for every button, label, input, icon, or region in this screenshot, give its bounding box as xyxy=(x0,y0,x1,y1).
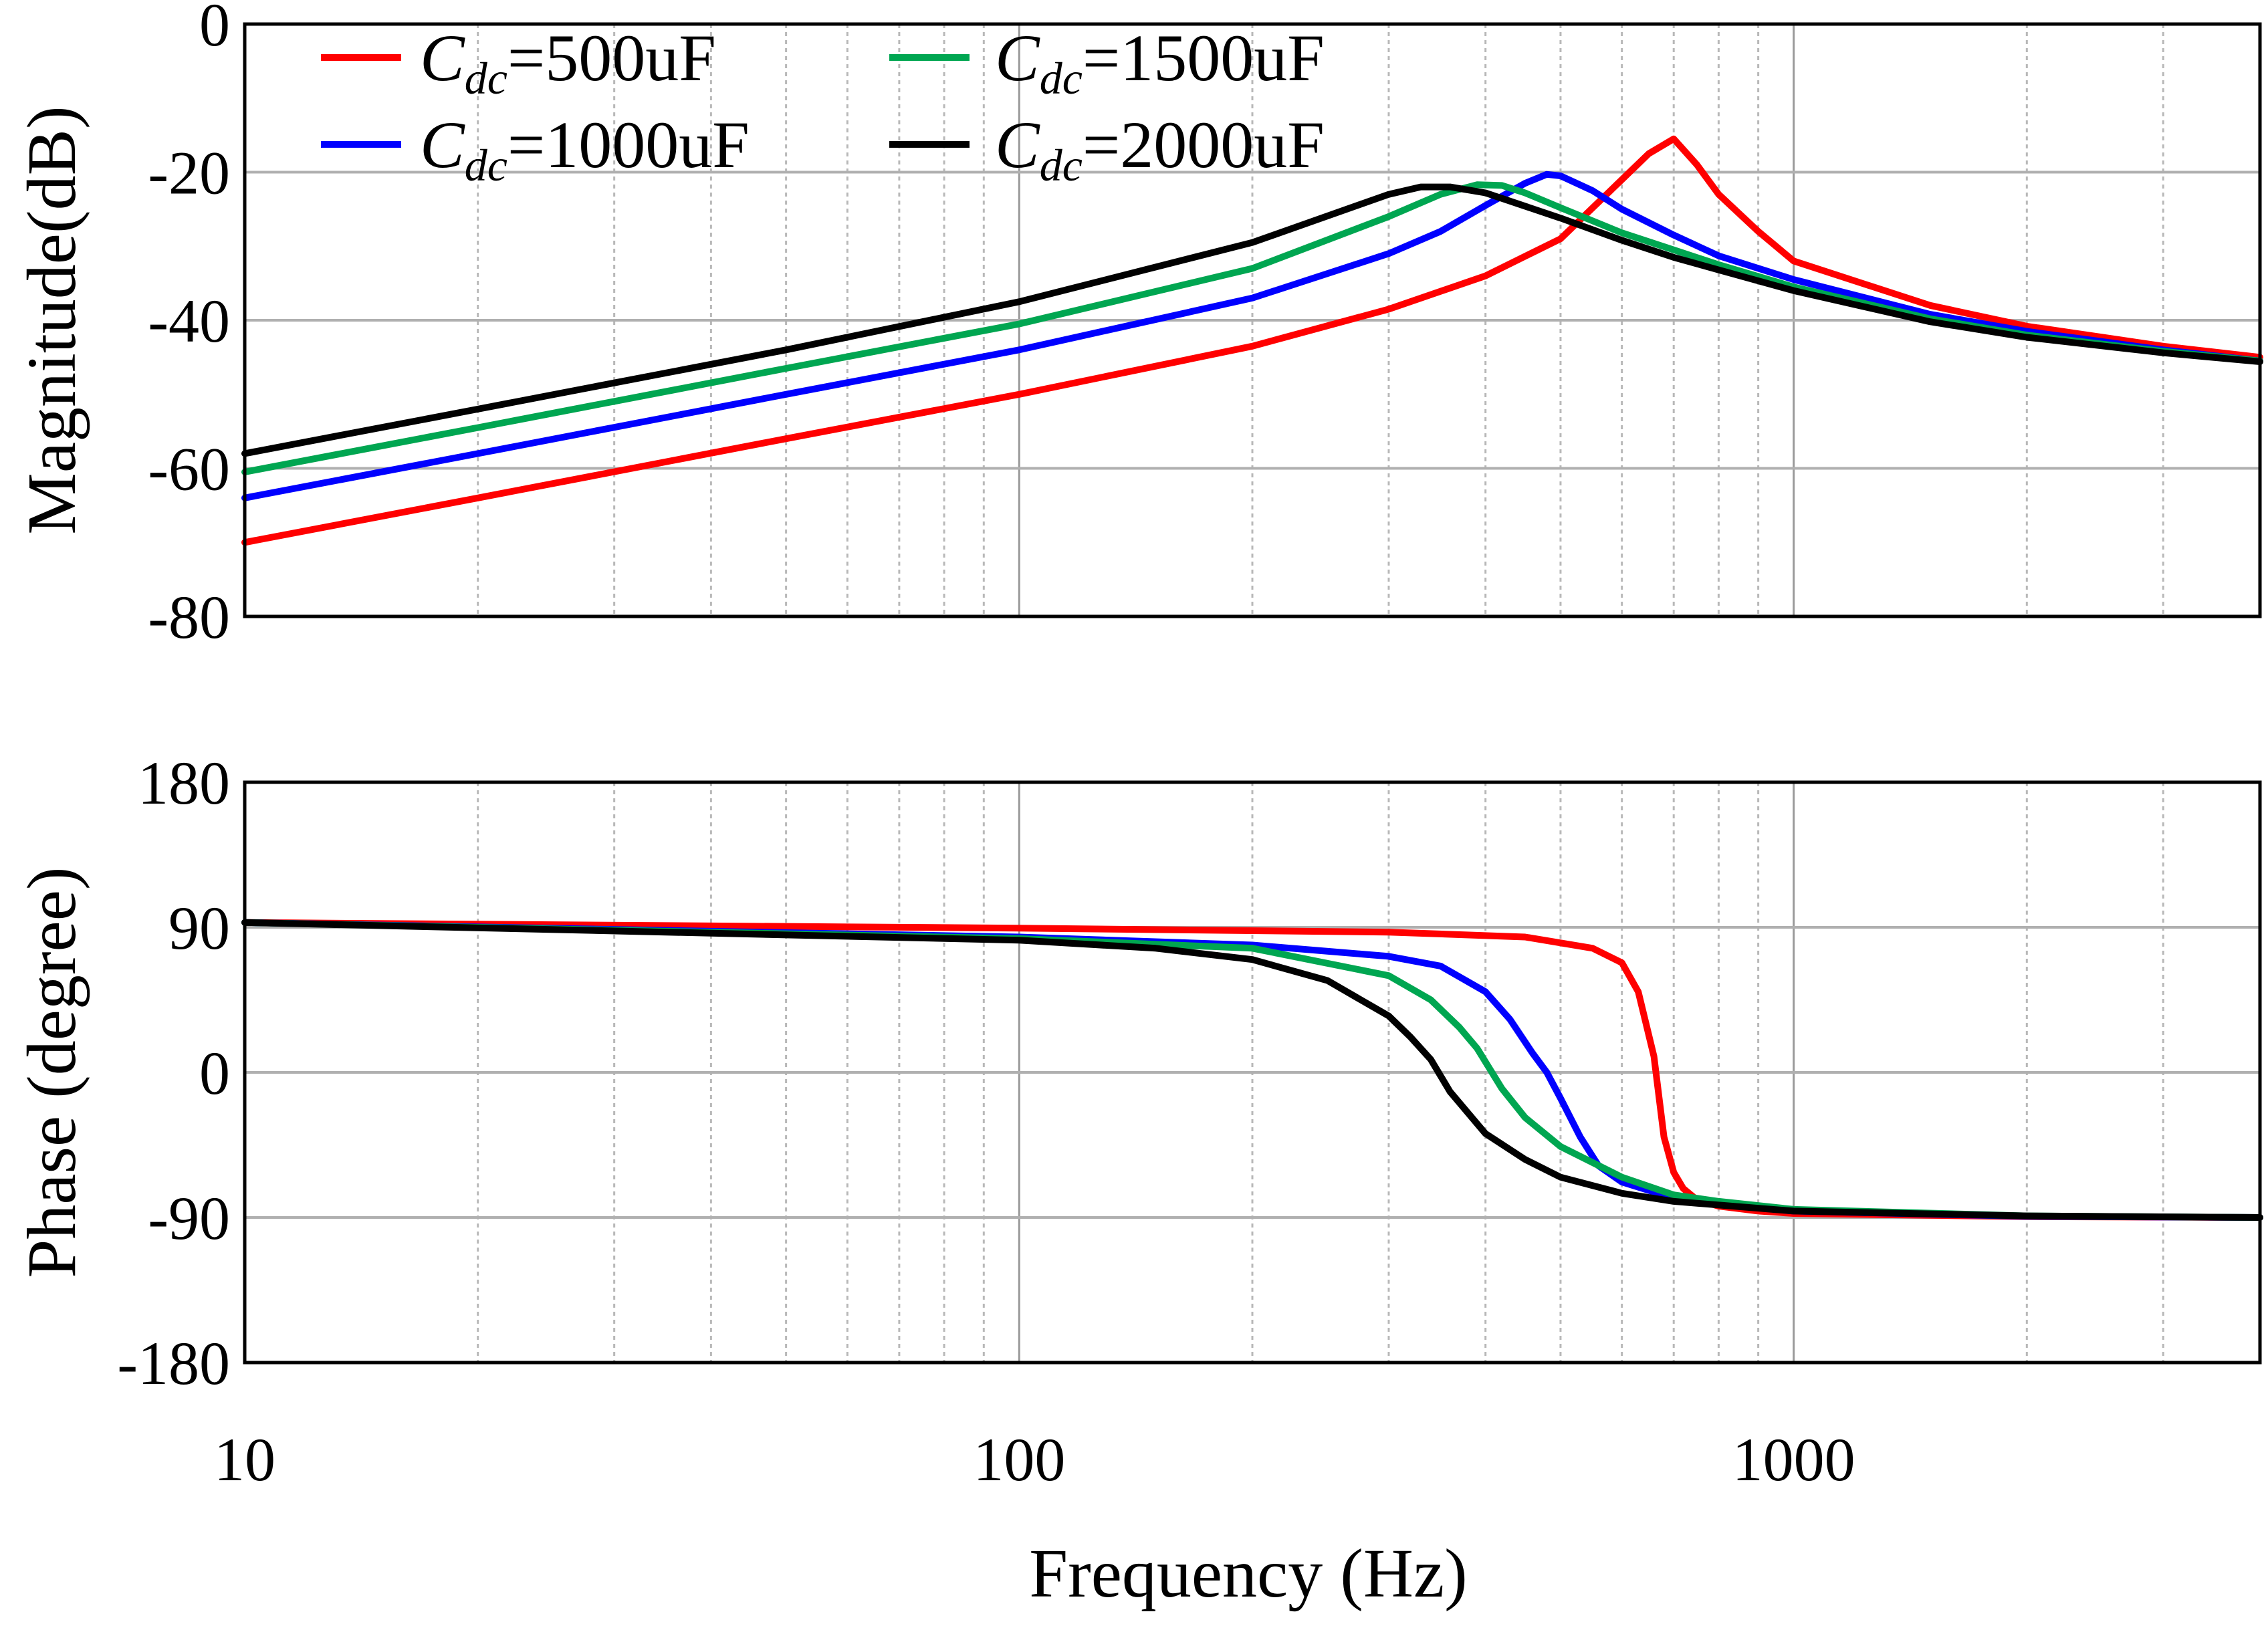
phase-axes-frame xyxy=(243,780,2262,1365)
legend-label-2000uf: Cdc=2000uF xyxy=(995,108,1325,191)
phase-y-ticks: 180 90 0 -90 -180 xyxy=(117,749,230,1397)
legend-label-500uf: Cdc=500uF xyxy=(420,21,716,104)
y-tick-label: 0 xyxy=(199,1039,230,1107)
phase-panel: 180 90 0 -90 -180 10 100 1000 Phase (degree) F… xyxy=(13,749,2263,1612)
legend-label-1500uf: Cdc=1500uF xyxy=(995,21,1325,104)
y-tick-label: 90 xyxy=(168,894,230,962)
series-line-500uf xyxy=(241,135,2263,546)
y-tick-label: -60 xyxy=(148,435,230,503)
magnitude-y-ticks: 0 -20 -40 -60 -80 xyxy=(148,0,230,651)
frequency-x-axis-label: Frequency (Hz) xyxy=(1029,1535,1467,1612)
y-tick-label: -180 xyxy=(117,1329,230,1397)
y-tick-label: 0 xyxy=(199,0,230,59)
y-tick-label: -40 xyxy=(148,287,230,355)
series-line-1000uf xyxy=(241,170,2263,501)
magnitude-y-axis-label: Magnitude(dB) xyxy=(13,106,90,534)
x-tick-label: 10 xyxy=(214,1425,275,1494)
y-tick-label: 180 xyxy=(138,749,230,817)
y-tick-label: -20 xyxy=(148,139,230,207)
x-tick-label: 1000 xyxy=(1732,1425,1855,1494)
legend-label-1000uf: Cdc=1000uF xyxy=(420,108,750,191)
y-tick-label: -90 xyxy=(148,1184,230,1252)
phase-series-group xyxy=(241,919,2263,1221)
magnitude-panel: 0-20-40-60-80 Magnitude(dB) Cdc=500uFCdc… xyxy=(13,0,2263,651)
series-line-2000uf xyxy=(241,919,2263,1221)
x-tick-label: 100 xyxy=(973,1425,1065,1494)
phase-y-axis-label: Phase (degree) xyxy=(13,866,90,1278)
series-line-2000uf xyxy=(241,183,2263,457)
y-tick-label: -80 xyxy=(148,583,230,651)
magnitude-series-group xyxy=(241,135,2263,546)
magnitude-axes-frame xyxy=(243,22,2262,618)
frequency-x-ticks: 10 100 1000 xyxy=(214,1425,1855,1494)
